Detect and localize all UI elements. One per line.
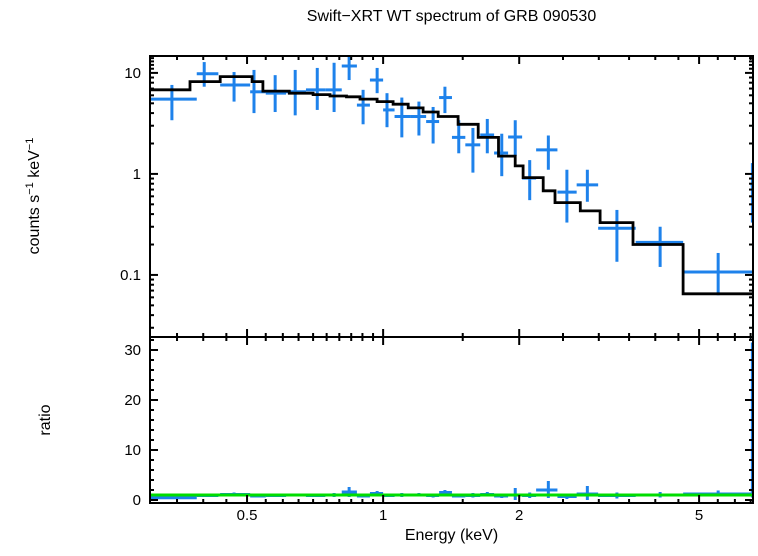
energy-tick-label: 1 xyxy=(379,507,387,524)
ratio-data-group xyxy=(150,342,753,500)
energy-tick-label: 2 xyxy=(515,507,523,524)
counts-tick-label: 0.1 xyxy=(120,267,141,284)
model-step-line xyxy=(150,75,753,296)
ratio-tick-label: 10 xyxy=(124,442,141,459)
counts-tick-label: 1 xyxy=(133,166,141,183)
tick-labels: 10 1 0.1 30 20 10 0 0.5 1 2 5 xyxy=(120,65,703,524)
energy-axis-label: Energy (keV) xyxy=(404,527,499,544)
ratio-tick-label: 20 xyxy=(124,392,141,409)
energy-tick-label: 5 xyxy=(695,507,703,524)
ratio-tick-label: 0 xyxy=(133,492,141,509)
axis-ticks xyxy=(150,56,753,503)
ratio-tick-label: 30 xyxy=(124,342,141,359)
spectrum-data-group xyxy=(150,56,753,296)
bottom-panel-frame xyxy=(149,336,754,504)
counts-tick-label: 10 xyxy=(124,65,141,82)
energy-tick-label: 0.5 xyxy=(237,507,258,524)
plot-title: Swift−XRT WT spectrum of GRB 090530 xyxy=(306,8,597,25)
